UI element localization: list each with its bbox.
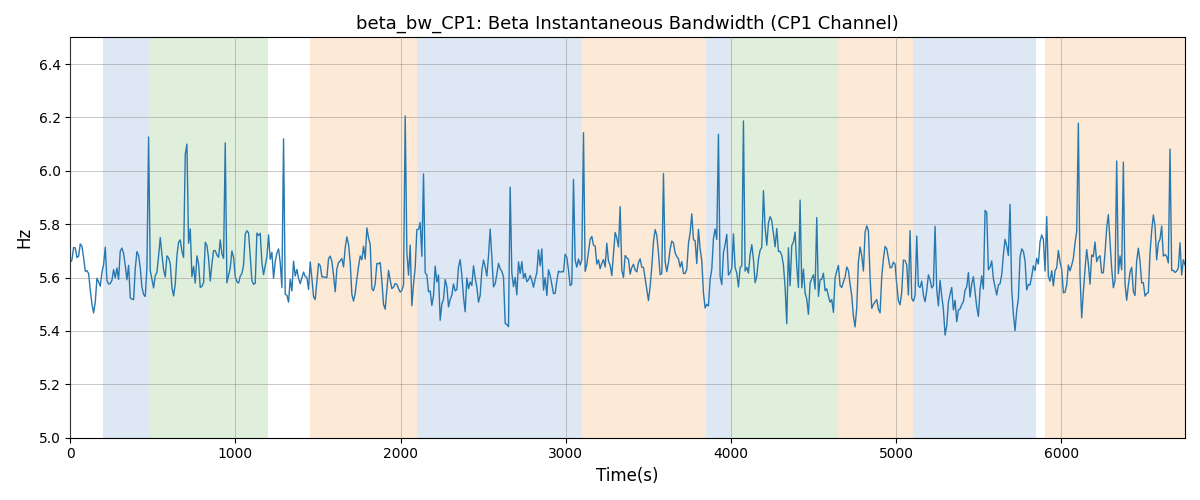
Bar [418, 38, 582, 438]
Title: beta_bw_CP1: Beta Instantaneous Bandwidth (CP1 Channel): beta_bw_CP1: Beta Instantaneous Bandwidt… [356, 15, 899, 34]
Bar [150, 38, 269, 438]
Bar [103, 38, 150, 438]
Bar [1045, 38, 1186, 438]
Bar [706, 38, 731, 438]
Bar [731, 38, 838, 438]
Bar [310, 38, 418, 438]
Bar [912, 38, 1037, 438]
Bar [838, 38, 912, 438]
X-axis label: Time(s): Time(s) [596, 467, 659, 485]
Y-axis label: Hz: Hz [16, 227, 34, 248]
Bar [582, 38, 706, 438]
